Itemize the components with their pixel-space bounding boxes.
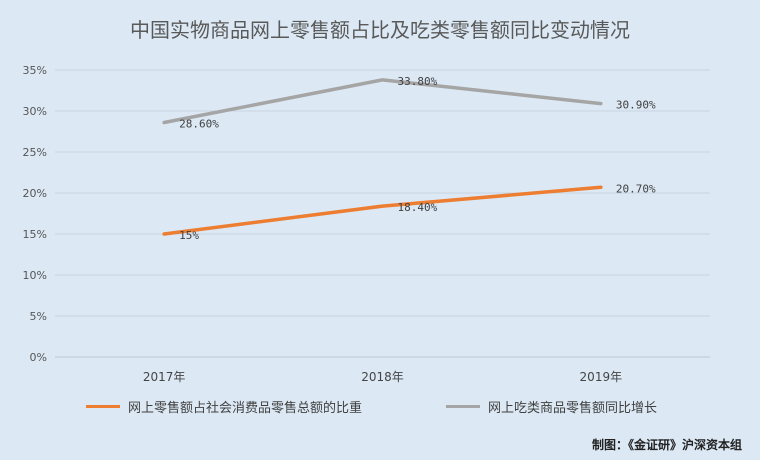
chart-title: 中国实物商品网上零售额占比及吃类零售额同比变动情况 [130,18,630,42]
y-tick-label: 30% [23,105,47,118]
data-label: 15% [179,229,199,242]
y-tick-label: 5% [30,310,47,323]
series-line-1 [162,78,603,125]
legend: 网上零售额占社会消费品零售总额的比重 网上吃类商品零售额同比增长 [0,397,760,417]
legend-item-food-growth: 网上吃类商品零售额同比增长 [446,397,657,416]
data-label: 33.80% [398,75,438,88]
data-label: 28.60% [179,117,219,130]
legend-label-food-growth: 网上吃类商品零售额同比增长 [488,401,658,416]
y-axis: 0% 5% 10% 15% 20% 25% 30% 35% [23,64,47,364]
series-lines [162,78,603,236]
y-tick-label: 25% [23,146,47,159]
data-labels: 15% 18.40% 20.70% 28.60% 33.80% 30.90% [179,75,656,242]
x-tick-label: 2018年 [361,370,404,384]
data-label: 20.70% [616,182,656,195]
data-label: 18.40% [398,201,438,214]
x-tick-label: 2019年 [580,370,623,384]
legend-label-online-share: 网上零售额占社会消费品零售总额的比重 [128,401,363,416]
y-tick-label: 35% [23,64,47,77]
y-tick-label: 20% [23,187,47,200]
grid-lines [55,69,710,358]
legend-swatch-orange [86,405,120,408]
x-tick-label: 2017年 [143,370,186,384]
y-tick-label: 0% [30,351,47,364]
legend-swatch-gray [446,405,480,408]
legend-item-online-share: 网上零售额占社会消费品零售总额的比重 [86,397,362,416]
line-chart: 0% 5% 10% 15% 20% 25% 30% 35% 2017年 2018年 2019年 1… [23,64,710,384]
credit-text: 制图：《金证研》沪深资本组 [591,438,742,452]
x-axis: 2017年 2018年 2019年 [143,370,622,384]
y-tick-label: 10% [23,269,47,282]
y-tick-label: 15% [23,228,47,241]
data-label: 30.90% [616,99,656,112]
series-line-0 [162,185,603,236]
